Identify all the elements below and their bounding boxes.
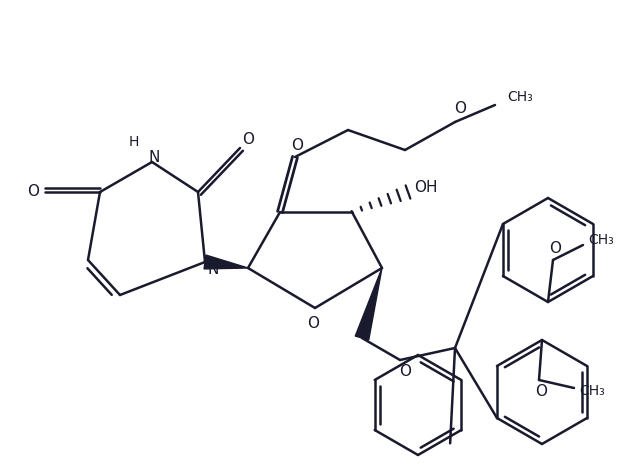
Text: H: H [129,135,139,149]
Text: O: O [454,101,466,116]
Polygon shape [355,268,382,340]
Text: O: O [291,138,303,152]
Text: O: O [307,316,319,331]
Text: O: O [535,384,547,400]
Text: CH₃: CH₃ [588,233,614,247]
Text: O: O [242,133,254,148]
Text: CH₃: CH₃ [507,90,533,104]
Text: OH: OH [414,180,438,196]
Text: CH₃: CH₃ [579,384,605,398]
Text: N: N [148,149,160,164]
Polygon shape [204,255,248,269]
Text: O: O [399,365,411,379]
Text: O: O [549,241,561,256]
Text: O: O [27,185,39,199]
Text: N: N [207,263,219,277]
